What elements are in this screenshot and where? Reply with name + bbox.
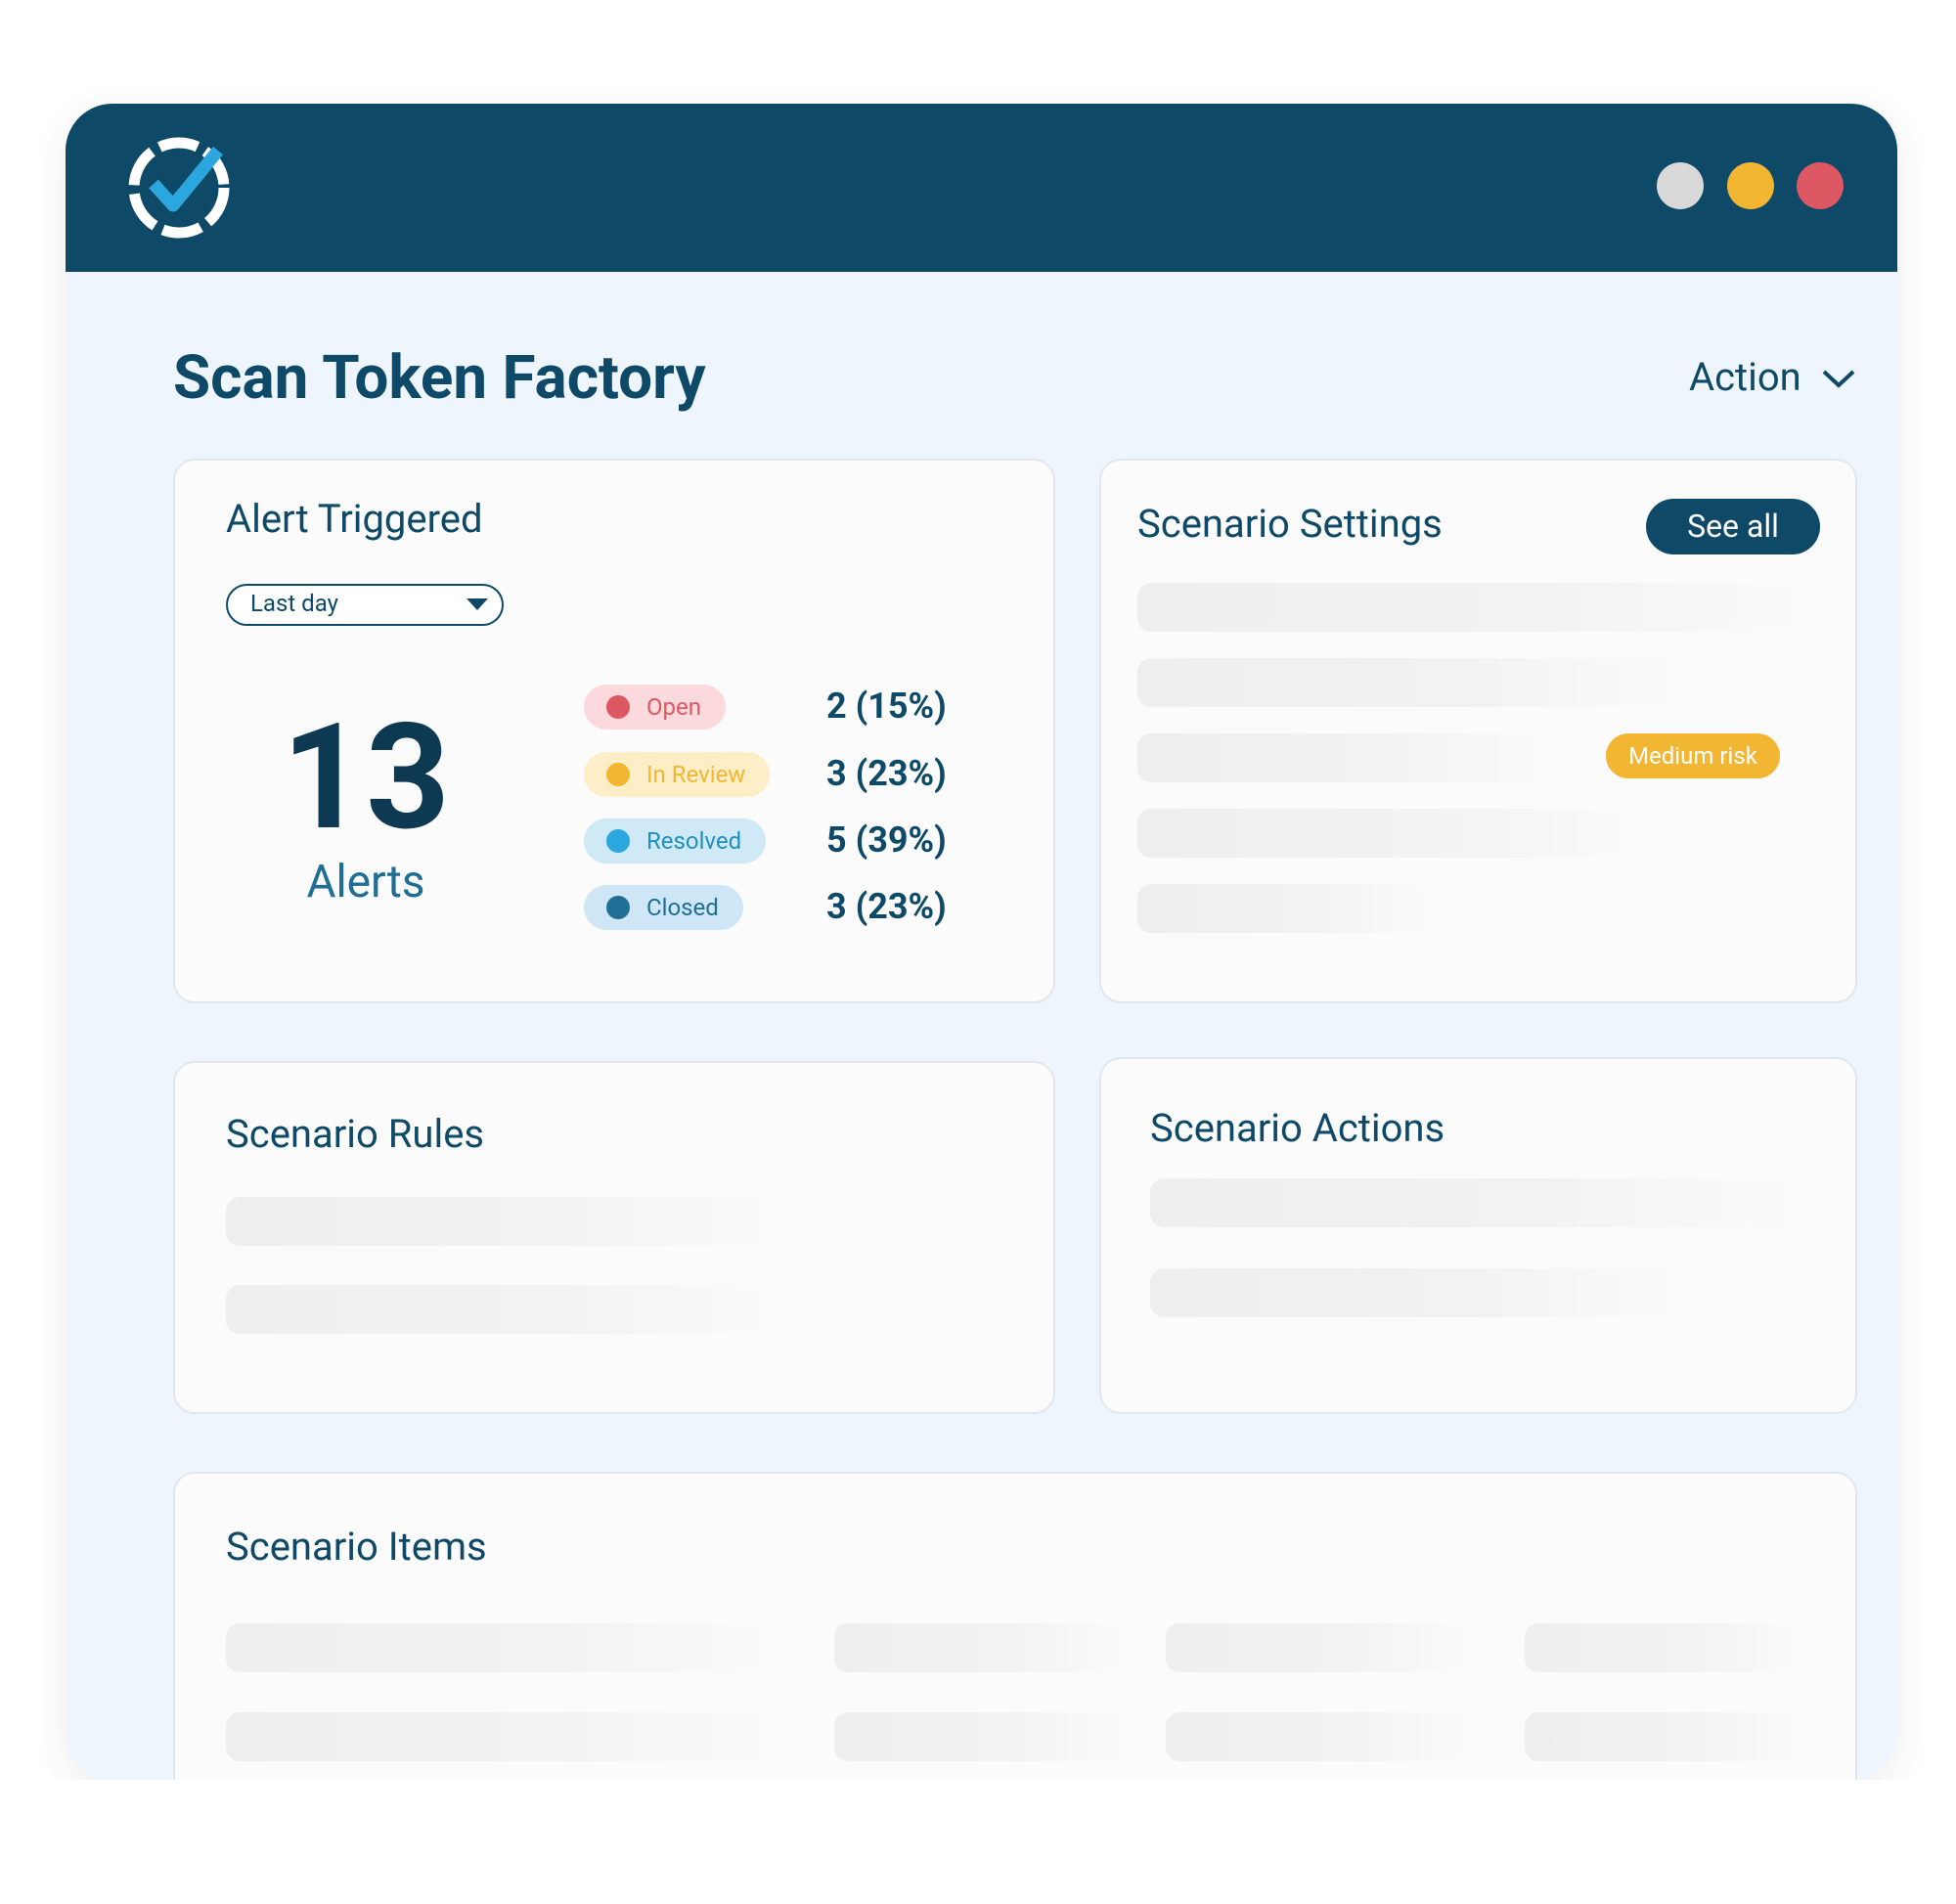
see-all-button[interactable]: See all <box>1646 499 1820 554</box>
window-dot[interactable] <box>1657 162 1704 209</box>
skeleton-line <box>1150 1178 1794 1227</box>
skeleton-line <box>1137 658 1681 707</box>
skeleton-line <box>1137 884 1428 933</box>
status-label: Closed <box>646 894 719 921</box>
filter-label[interactable]: Last day <box>250 590 338 617</box>
skeleton-line <box>1137 583 1805 632</box>
header-bar <box>66 104 1897 272</box>
status-label: In Review <box>646 761 746 788</box>
skeleton-cell <box>1525 1623 1800 1672</box>
card-title: Scenario Items <box>226 1524 487 1570</box>
filter-dropdown[interactable]: Last day <box>226 584 504 626</box>
status-count: 3 (23%) <box>826 886 947 927</box>
skeleton-cell <box>834 1712 1123 1761</box>
skeleton-cell <box>226 1623 772 1672</box>
skeleton-line <box>1150 1268 1680 1317</box>
status-dot <box>606 896 630 919</box>
skeleton-cell <box>226 1712 772 1761</box>
card-title: Alert Triggered <box>226 496 483 542</box>
window-dot[interactable] <box>1727 162 1774 209</box>
status-dot <box>606 695 630 719</box>
status-pill: In Review <box>584 752 770 797</box>
status-dot <box>606 829 630 853</box>
risk-badge: Medium risk <box>1606 733 1780 778</box>
skeleton-line <box>1137 809 1630 858</box>
status-pill: Closed <box>584 885 743 930</box>
skeleton-line <box>226 1197 772 1246</box>
alert-total: 13 <box>281 691 451 863</box>
skeleton-line <box>226 1285 772 1334</box>
action-label[interactable]: Action <box>1689 354 1801 400</box>
skeleton-cell <box>1166 1712 1467 1761</box>
dropdown-arrow <box>467 598 488 610</box>
action-menu[interactable]: Action <box>1689 354 1856 400</box>
status-dot <box>606 763 630 786</box>
status-pill: Open <box>584 685 726 730</box>
status-count: 2 (15%) <box>826 686 947 727</box>
status-count: 3 (23%) <box>826 753 947 794</box>
skeleton-cell <box>1166 1623 1467 1672</box>
card-title: Scenario Rules <box>226 1111 485 1157</box>
status-label: Open <box>646 693 701 721</box>
logo[interactable] <box>124 133 234 243</box>
actions-card <box>1099 1057 1857 1414</box>
status-pill: Resolved <box>584 819 766 863</box>
page-title: Scan Token Factory <box>173 342 706 414</box>
card-title: Scenario Actions <box>1150 1105 1445 1151</box>
skeleton-cell <box>1525 1712 1800 1761</box>
skeleton-line <box>1137 733 1543 782</box>
alert-total-label: Alerts <box>306 856 425 908</box>
card-title: Scenario Settings <box>1137 501 1443 547</box>
window-dot[interactable] <box>1797 162 1844 209</box>
status-count: 5 (39%) <box>826 819 947 861</box>
chevron <box>1822 370 1855 388</box>
skeleton-cell <box>834 1623 1123 1672</box>
page-bottom <box>0 1780 1956 1904</box>
status-label: Resolved <box>646 827 742 855</box>
